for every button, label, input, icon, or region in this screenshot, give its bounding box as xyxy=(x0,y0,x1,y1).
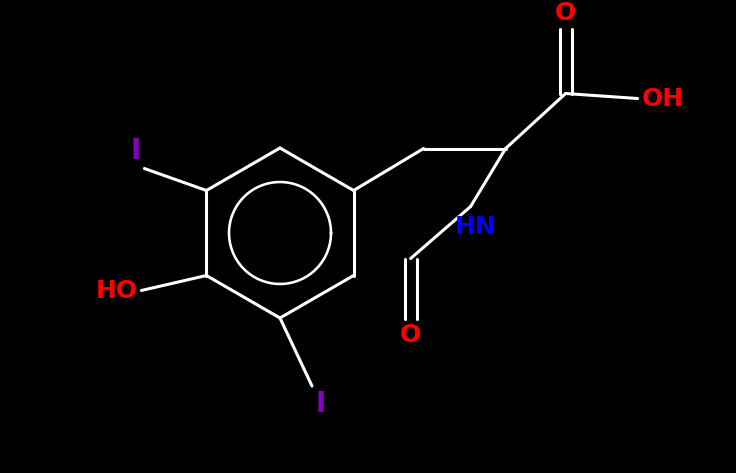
Text: I: I xyxy=(316,390,326,418)
Text: O: O xyxy=(555,0,576,25)
Text: HO: HO xyxy=(95,279,138,303)
Text: OH: OH xyxy=(642,87,684,111)
Text: I: I xyxy=(130,137,141,165)
Text: O: O xyxy=(400,323,421,347)
Text: HN: HN xyxy=(455,214,497,238)
